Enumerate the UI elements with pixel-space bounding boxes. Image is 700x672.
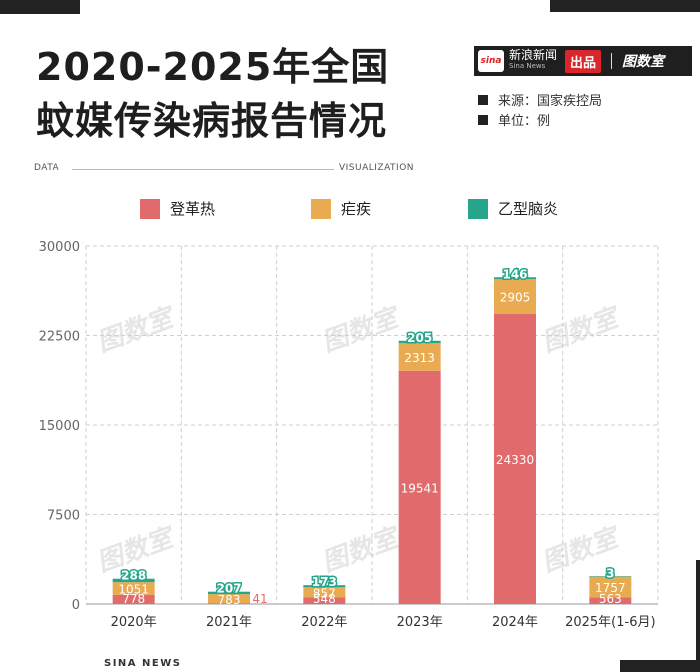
bar-segment (494, 277, 536, 279)
chart-title-line2: 蚊媒传染病报告情况 (36, 99, 388, 143)
x-tick-label: 2021年 (206, 615, 252, 630)
bar-segment (112, 594, 155, 604)
x-tick-label: 2023年 (397, 615, 443, 630)
tushu-logo: 图数室 (622, 54, 665, 70)
corner-decoration-top-left (0, 0, 80, 14)
data-label: 2905 (500, 290, 531, 304)
source-text: 来源：国家疾控局 (498, 94, 603, 109)
brand-divider (611, 53, 613, 69)
bar-segment (112, 578, 155, 583)
legend-label-malaria: 疟疾 (341, 200, 372, 218)
legend-label-dengue: 登革热 (170, 200, 216, 218)
data-label: 288 (121, 569, 146, 583)
data-label: 146 (502, 267, 527, 281)
brand-name: 新浪新闻 Sina News (509, 48, 558, 72)
brand-bar: sina 新浪新闻 Sina News 出品 图数室 (474, 46, 692, 76)
bar-segment (303, 585, 346, 588)
data-label: 857 (313, 586, 336, 600)
bar-segment (398, 343, 441, 371)
data-label: 1051 (118, 582, 149, 596)
x-tick-label: 2024年 (492, 615, 538, 630)
y-tick-label: 22500 (39, 330, 80, 345)
bar-segment (589, 576, 632, 577)
data-label: 207 (216, 582, 241, 596)
rule-divider (72, 169, 334, 170)
legend-item-encephalitis: 乙型脑炎 (468, 198, 558, 219)
corner-decoration-bottom-right (620, 660, 700, 672)
bar-segment (398, 370, 441, 604)
data-label: 778 (122, 592, 145, 606)
y-tick-label: 30000 (39, 240, 80, 255)
edge-decoration-right (696, 560, 700, 672)
bar-segment (494, 313, 536, 604)
bar-segment (589, 597, 632, 604)
brand-name-cn: 新浪新闻 (509, 48, 558, 62)
legend-swatch-malaria (311, 198, 331, 219)
sina-logo-icon: sina (478, 50, 504, 72)
x-tick-label: 2022年 (301, 615, 347, 630)
bar-segment (398, 340, 441, 344)
y-tick-label: 15000 (39, 419, 80, 434)
unit-text: 单位：例 (498, 114, 551, 129)
chart-title-line1: 2020-2025年全国 (36, 45, 390, 89)
bar-segment (208, 594, 250, 604)
unit-line: 单位：例 (478, 110, 550, 129)
chart-title: 2020-2025年全国 蚊媒传染病报告情况 (36, 40, 389, 148)
corner-decoration-top-right (550, 0, 700, 12)
x-tick-label: 2025年(1-6月) (565, 615, 655, 630)
brand-name-en: Sina News (509, 62, 546, 70)
legend-item-malaria: 疟疾 (311, 198, 371, 219)
x-tick-label: 2020年 (111, 615, 157, 630)
bar-segment (494, 278, 536, 314)
bar-segment (208, 603, 250, 605)
y-tick-label: 7500 (47, 509, 80, 524)
data-label: 19541 (401, 481, 439, 495)
bar-segment (112, 582, 155, 595)
chart-legend: 登革热 疟疾 乙型脑炎 (0, 198, 700, 220)
legend-swatch-encephalitis (468, 198, 488, 219)
data-label: 3 (606, 566, 614, 580)
data-label: 548 (313, 592, 336, 606)
data-label: 2313 (404, 351, 435, 365)
data-label: 24330 (496, 453, 534, 467)
legend-swatch-dengue (140, 198, 160, 219)
bar-segment (589, 576, 632, 598)
y-tick-label: 0 (72, 598, 80, 613)
square-bullet-icon (478, 94, 488, 105)
data-label: 173 (312, 575, 337, 589)
source-line: 来源：国家疾控局 (478, 90, 602, 109)
data-label: 1757 (595, 581, 626, 595)
data-label: 563 (599, 592, 622, 606)
brand-chupin-badge: 出品 (565, 49, 602, 73)
square-bullet-icon (478, 114, 488, 125)
data-label: 783 (218, 593, 241, 607)
footer-credit: SINA NEWS (104, 658, 182, 669)
legend-label-encephalitis: 乙型脑炎 (498, 200, 559, 218)
bar-segment (303, 587, 346, 598)
legend-item-dengue: 登革热 (140, 198, 215, 219)
rule-label-data: DATA (34, 163, 60, 173)
data-label: 41 (252, 592, 267, 606)
data-label: 205 (407, 331, 432, 345)
bar-segment (208, 591, 250, 595)
rule-label-visualization: VISUALIZATION (339, 163, 415, 173)
bar-segment (303, 597, 346, 604)
